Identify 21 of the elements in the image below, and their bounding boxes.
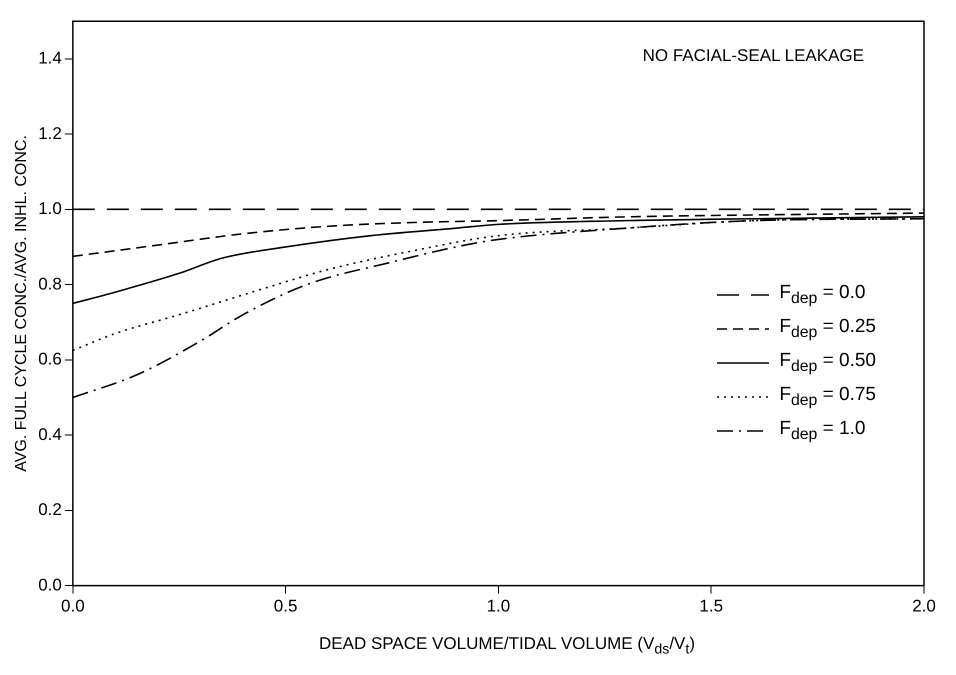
x-axis-title: DEAD SPACE VOLUME/TIDAL VOLUME (V$_{ds}$/V$_{t}$)	[318, 634, 696, 658]
legend-label: F$_{dep}$ = 0.25	[779, 316, 876, 342]
y-tick-label: 1.0	[38, 199, 62, 218]
legend-label: F$_{dep}$ = 0.50	[779, 350, 876, 376]
y-tick-label: 0.8	[38, 274, 62, 294]
x-tick-label: 0.0	[61, 596, 85, 616]
annotation: NO FACIAL-SEAL LEAKAGE	[642, 46, 864, 66]
legend-label: F$_{dep}$ = 1.0	[779, 418, 866, 444]
y-tick-label: 0.2	[38, 500, 62, 520]
x-tick-label: 1.5	[699, 596, 724, 616]
y-tick-label: 0.4	[38, 424, 62, 444]
y-tick-label: 0.0	[38, 575, 62, 594]
y-axis-title: AVG. FULL CYCLE CONC./AVG. INHL. CONC.	[13, 135, 30, 472]
legend-label: F$_{dep}$ = 0.0	[779, 282, 866, 308]
x-tick-label: 2.0	[912, 596, 936, 616]
y-tick-label: 1.2	[38, 124, 62, 143]
legend-label: F$_{dep}$ = 0.75	[779, 384, 876, 410]
x-tick-label: 1.0	[486, 596, 510, 616]
y-tick-label: 0.6	[38, 350, 62, 369]
y-tick-label: 1.4	[38, 48, 62, 68]
x-tick-label: 0.5	[274, 596, 298, 616]
